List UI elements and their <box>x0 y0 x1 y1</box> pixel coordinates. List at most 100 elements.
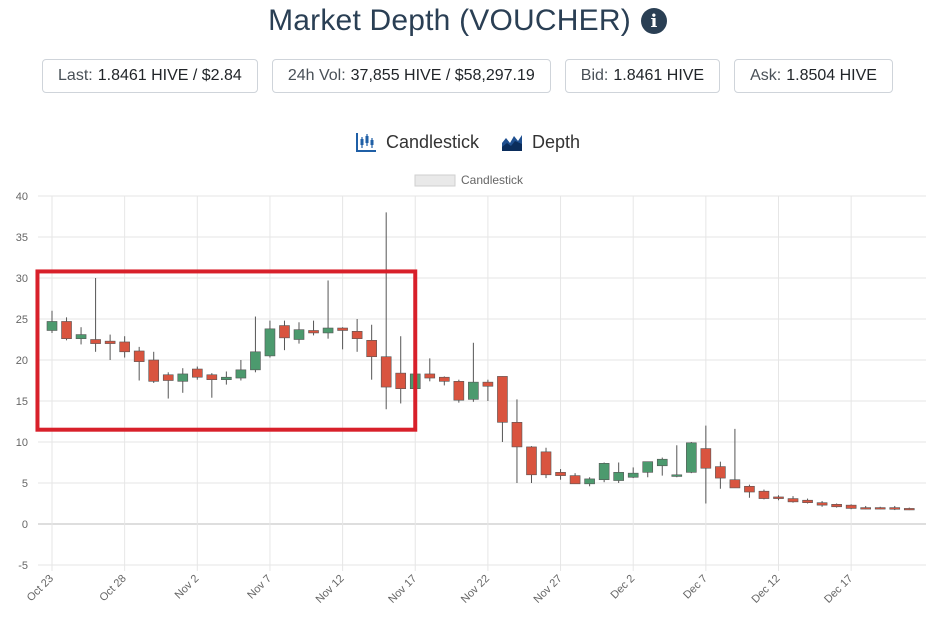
candle-down <box>104 340 116 344</box>
candle-up <box>177 373 189 382</box>
tab-depth[interactable]: Depth <box>501 131 580 153</box>
candle-up <box>656 458 668 467</box>
candle-down <box>569 475 581 485</box>
x-tick-label: Nov 12 <box>314 573 347 606</box>
y-tick-label: 35 <box>16 232 28 244</box>
candle-down <box>279 325 290 339</box>
candle-down <box>874 507 886 510</box>
stat-volume: 24h Vol: 37,855 HIVE / $58,297.19 <box>271 59 551 93</box>
x-tick-label: Nov 2 <box>173 573 202 602</box>
candle-down <box>889 507 901 510</box>
candle-down <box>206 374 218 380</box>
candle-up <box>613 472 624 481</box>
candle-up <box>250 351 261 371</box>
candle-down <box>148 359 160 382</box>
candle-down <box>758 490 770 499</box>
candle-down <box>526 446 537 476</box>
candle-up <box>293 329 305 340</box>
y-tick-label: 10 <box>16 437 28 449</box>
x-tick-label: Oct 28 <box>97 573 128 604</box>
candle-down <box>453 381 465 401</box>
stats-bar: Last: 1.8461 HIVE / $2.84 24h Vol: 37,85… <box>0 59 935 93</box>
candle-down <box>715 466 726 479</box>
candle-down <box>424 373 436 379</box>
candle-down <box>802 499 813 503</box>
candle-down <box>860 507 871 510</box>
y-tick-label: 25 <box>16 314 28 326</box>
tab-candlestick[interactable]: Candlestick <box>355 131 479 153</box>
stat-volume-label: 24h Vol: <box>287 67 346 84</box>
title-row: Market Depth (VOUCHER) i <box>0 4 935 38</box>
candle-down <box>497 376 508 423</box>
candle-down <box>439 376 450 382</box>
y-tick-label: 20 <box>16 355 28 367</box>
candle-down <box>540 451 552 476</box>
candle-down <box>511 422 523 448</box>
candle-down <box>903 508 915 511</box>
candle-down <box>119 341 130 353</box>
candle-down <box>308 330 319 334</box>
depth-chart-icon <box>502 135 522 151</box>
candle-down <box>845 504 857 509</box>
candle-up <box>221 376 232 380</box>
y-tick-label: 15 <box>16 396 28 408</box>
candle-down <box>773 496 784 499</box>
candle-down <box>61 321 72 339</box>
candle-down <box>744 485 755 493</box>
candle-down <box>482 381 494 387</box>
candlestick-icon <box>355 133 376 152</box>
x-tick-label: Dec 7 <box>681 573 710 602</box>
x-tick-label: Nov 7 <box>245 573 274 602</box>
y-tick-label: 40 <box>16 191 28 203</box>
x-tick-label: Nov 22 <box>459 573 492 606</box>
stat-ask: Ask: 1.8504 HIVE <box>734 59 893 93</box>
tab-candlestick-label: Candlestick <box>385 131 479 152</box>
candle-up <box>584 478 595 485</box>
candle-down <box>395 372 407 389</box>
candle-down <box>337 327 348 331</box>
candle-down <box>90 339 101 344</box>
candle-up <box>75 334 87 339</box>
candle-up <box>468 381 479 400</box>
x-tick-label: Nov 27 <box>532 573 565 606</box>
candle-down <box>787 498 799 503</box>
candle-down <box>380 356 392 388</box>
candle-up <box>322 327 334 334</box>
candle-down <box>162 374 174 381</box>
candle-down <box>192 368 203 378</box>
x-tick-label: Oct 23 <box>25 573 56 604</box>
stat-bid-label: Bid: <box>580 67 609 84</box>
x-tick-label: Dec 12 <box>749 573 782 606</box>
candle-up <box>627 472 639 478</box>
y-tick-label: 5 <box>22 478 28 490</box>
chart-type-tabs: Candlestick Depth <box>0 131 935 153</box>
stat-bid-value: 1.8461 HIVE <box>613 67 705 84</box>
candle-down <box>700 448 712 469</box>
stat-bid: Bid: 1.8461 HIVE <box>564 59 721 93</box>
tab-depth-label: Depth <box>532 131 581 152</box>
candle-down <box>729 479 741 489</box>
stat-ask-label: Ask: <box>750 67 782 84</box>
y-tick-label: -5 <box>18 560 28 572</box>
stat-last-label: Last: <box>58 67 93 84</box>
candle-down <box>555 472 566 476</box>
info-icon[interactable]: i <box>640 8 667 34</box>
candle-up <box>642 461 654 473</box>
x-tick-label: Nov 17 <box>386 573 419 606</box>
candle-down <box>831 504 842 508</box>
candlestick-chart: Candlestick -5 0 5 10 15 20 25 30 35 40 Oct 23 Oct 2… <box>16 173 926 606</box>
stat-volume-value: 37,855 HIVE / $58,297.19 <box>350 67 535 84</box>
x-tick-label: Dec 17 <box>822 573 855 606</box>
y-tick-label: 30 <box>16 273 28 285</box>
page-title: Market Depth (VOUCHER) <box>268 4 631 37</box>
candle-up <box>686 442 697 473</box>
candle-up <box>598 463 610 481</box>
candle-up <box>46 321 58 331</box>
x-tick-label: Dec 2 <box>609 573 638 602</box>
stat-ask-value: 1.8504 HIVE <box>786 67 877 84</box>
candle-up <box>235 369 247 379</box>
highlight-box <box>35 269 418 432</box>
y-tick-label: 0 <box>22 519 28 531</box>
legend-label: Candlestick <box>461 173 524 187</box>
stat-last-value: 1.8461 HIVE / $2.84 <box>97 67 242 84</box>
